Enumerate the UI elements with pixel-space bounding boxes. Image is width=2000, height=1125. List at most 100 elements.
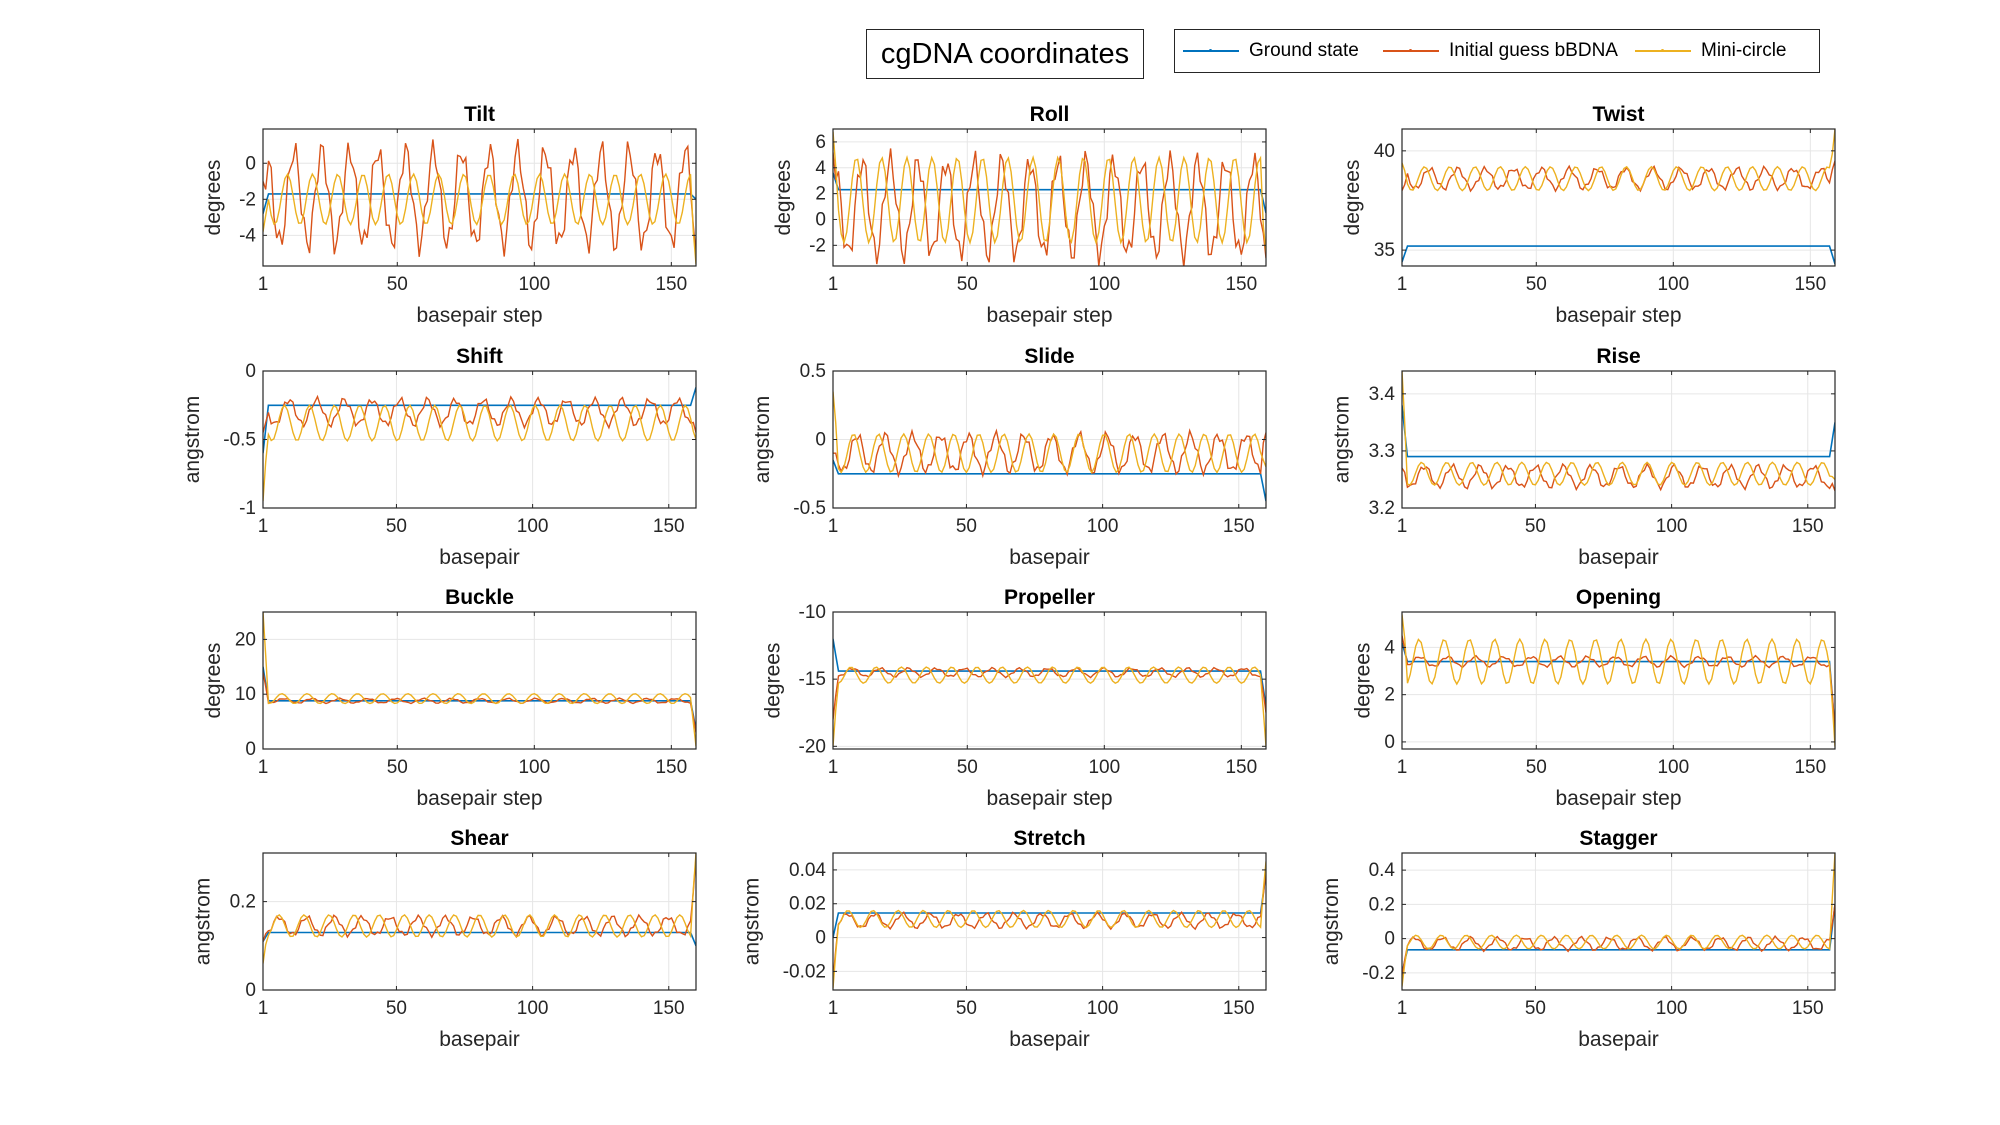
y-tick-label: 0 [815,209,826,230]
y-axis-label-twist: degrees [1341,160,1364,236]
x-tick-label: 100 [1657,274,1689,295]
subplot-stagger: 1 50 100 1500.40.20-0.2Staggerbasepairangst… [1320,827,1836,1051]
series-line-initial-guess-bbdna [263,394,696,433]
series-line-mini-circle [263,172,696,265]
x-tick-label: 100 [1088,757,1120,778]
x-tick-label: 50 [1526,274,1547,295]
x-tick-label: 100 [1656,516,1688,537]
x-tick-label: 100 [1657,757,1689,778]
y-tick-label: 0.4 [1369,860,1396,881]
axes-box-stretch [832,852,1267,991]
axes-box-shear [262,852,697,991]
y-tick-label: -10 [799,602,826,623]
series-line-initial-guess-bbdna [833,428,1266,479]
series-line-mini-circle [263,612,696,747]
plot-area-buckle [263,612,696,749]
x-tick-label: 1 [1397,274,1408,295]
x-tick-label: 1 [258,757,269,778]
y-axis-label-stretch: angstrom [741,878,764,966]
x-axis-label-twist: basepair step [1555,304,1681,327]
y-tick-label: 0.2 [1369,894,1395,915]
y-tick-label: 0 [245,153,256,174]
series-line-initial-guess-bbdna [263,672,696,733]
y-tick-label: -2 [809,235,826,256]
y-tick-label: -0.2 [1362,963,1395,984]
x-tick-label: 100 [518,274,550,295]
x-tick-label: 1 [828,757,839,778]
y-axis-label-shift: angstrom [181,396,204,484]
y-tick-label: -1 [239,498,256,519]
y-tick-label: 6 [815,132,826,153]
y-tick-label: 35 [1374,240,1395,261]
x-tick-label: 50 [387,274,408,295]
x-tick-label: 50 [386,516,407,537]
y-tick-label: 3.2 [1369,498,1395,519]
y-tick-label: 2 [1384,685,1395,706]
y-axis-label-slide: angstrom [751,396,774,484]
y-axis-label-roll: degrees [772,160,795,236]
axes-box-stagger [1401,852,1836,991]
x-axis-label-slide: basepair [1009,546,1090,569]
y-axis-label-propeller: degrees [762,643,785,719]
series-line-ground-state [1402,245,1835,265]
axes-box-rise [1401,370,1836,509]
subplot-title-propeller: Propeller [1004,586,1095,609]
y-axis-label-buckle: degrees [202,643,225,719]
x-axis-label-rise: basepair [1578,546,1659,569]
y-tick-label: -0.02 [783,961,826,982]
y-axis-label-opening: degrees [1352,643,1375,719]
x-tick-label: 1 [828,998,839,1019]
x-tick-label: 50 [956,516,977,537]
series-line-initial-guess-bbdna [263,857,696,942]
subplot-title-rise: Rise [1596,345,1640,368]
series-line-mini-circle [1402,614,1835,747]
x-tick-label: 150 [655,274,687,295]
legend: Ground state Initial guess bBDNA Mini-ci… [1174,29,1820,73]
series-line-ground-state [263,387,696,454]
x-axis-label-tilt: basepair step [416,304,542,327]
legend-item-initial-guess: Initial guess bBDNA [1383,30,1618,72]
legend-item-mini-circle: Mini-circle [1635,30,1787,72]
y-tick-label: 20 [235,629,256,650]
x-tick-label: 100 [517,998,549,1019]
x-tick-label: 150 [653,998,685,1019]
subplot-title-shift: Shift [456,345,503,368]
x-tick-label: 50 [1525,516,1546,537]
series-line-mini-circle [833,391,1266,474]
y-axis-label-shear: angstrom [192,878,215,966]
legend-label-mini-circle: Mini-circle [1701,40,1787,61]
y-tick-label: 0 [245,739,256,760]
x-tick-label: 150 [1794,274,1826,295]
x-tick-label: 150 [1223,516,1255,537]
x-axis-label-roll: basepair step [986,304,1112,327]
series-line-ground-state [1402,405,1835,458]
subplot-title-roll: Roll [1030,103,1070,126]
series-line-initial-guess-bbdna [833,869,1266,980]
x-tick-label: 50 [386,998,407,1019]
y-tick-label: 0.2 [230,892,256,913]
plot-area-stagger [1402,853,1835,990]
x-axis-label-stretch: basepair [1009,1028,1090,1051]
x-tick-label: 50 [1526,757,1547,778]
series-line-initial-guess-bbdna [1402,160,1835,193]
plot-area-twist [1402,129,1835,266]
x-tick-label: 150 [1223,998,1255,1019]
legend-label-initial-guess: Initial guess bBDNA [1449,40,1618,61]
x-tick-label: 150 [1792,998,1824,1019]
x-tick-label: 50 [957,757,978,778]
plot-area-opening [1402,612,1835,749]
x-tick-label: 100 [1087,516,1119,537]
y-tick-label: 0.04 [789,860,826,881]
plot-area-tilt [263,129,696,266]
subplot-title-tilt: Tilt [464,103,495,126]
subplot-title-slide: Slide [1024,345,1074,368]
y-tick-label: 4 [815,158,826,179]
x-tick-label: 150 [653,516,685,537]
x-tick-label: 1 [828,274,839,295]
x-tick-label: 1 [1397,998,1408,1019]
x-tick-label: 1 [1397,516,1408,537]
x-tick-label: 150 [1792,516,1824,537]
